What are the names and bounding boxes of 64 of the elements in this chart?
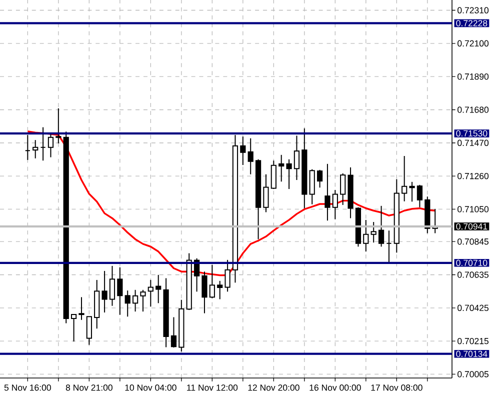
candlestick: [402, 156, 408, 202]
x-tick-label: 10 Nov 04:00: [125, 384, 176, 391]
candlestick: [217, 280, 223, 300]
candlestick: [148, 279, 154, 308]
ref-line-label: 0.70710: [456, 260, 488, 266]
candlestick: [78, 296, 84, 320]
candlestick: [124, 290, 130, 318]
candlestick: [248, 138, 254, 175]
candlestick: [48, 132, 54, 158]
y-tick-label: 0.72310: [458, 7, 489, 14]
x-tick-label: 5 Nov 16:00: [4, 384, 51, 391]
candlestick: [294, 135, 300, 180]
candlestick: [340, 172, 346, 206]
x-tick-label: 11 Nov 12:00: [187, 384, 238, 391]
candlestick: [132, 289, 138, 312]
y-tick-label: 0.71680: [458, 106, 489, 113]
candlestick: [363, 219, 369, 252]
candlestick: [117, 266, 123, 316]
y-tick-label: 0.70635: [458, 272, 488, 278]
candlestick: [40, 126, 46, 162]
candlestick: [24, 134, 30, 160]
ref-line-label: 0.70941: [456, 223, 488, 230]
candlestick: [56, 108, 62, 144]
candlestick: [202, 271, 208, 314]
candlestick: [86, 316, 92, 346]
y-tick-label: 0.71470: [458, 140, 489, 146]
candlestick: [140, 289, 146, 312]
candlestick: [409, 181, 415, 202]
y-tick-label: 0.70845: [458, 238, 488, 245]
candlestick: [386, 230, 392, 264]
candlestick: [263, 174, 269, 213]
candlestick: [240, 136, 246, 166]
candlestick: [102, 270, 108, 313]
ref-line-label: 0.72228: [456, 20, 488, 26]
ref-line-label: 0.70134: [456, 350, 488, 357]
candlestick: [309, 168, 315, 205]
x-tick-label: 8 Nov 21:00: [66, 384, 112, 391]
candlestick: [270, 160, 276, 190]
y-tick-label: 0.70215: [458, 338, 488, 344]
candlestick: [286, 158, 292, 190]
candlestick: [156, 274, 162, 304]
x-tick-label: 16 Nov 00:00: [310, 384, 361, 391]
candlestick: [324, 163, 330, 222]
y-tick-label: 0.71260: [458, 172, 489, 180]
candlestick: [332, 189, 338, 220]
y-tick-label: 0.70425: [458, 304, 488, 311]
x-tick-label: 12 Nov 20:00: [248, 384, 300, 391]
ref-line-label: 0.71530: [456, 130, 488, 137]
candlestick: [370, 222, 376, 244]
candlestick: [32, 140, 38, 159]
candlestick: [224, 259, 230, 292]
candlestick: [209, 264, 215, 299]
candlestick: [70, 314, 77, 342]
candlestick: [316, 169, 323, 188]
candlestick: [378, 205, 384, 248]
y-tick-label: 0.71050: [458, 206, 489, 212]
x-tick-label: 17 Nov 08:00: [371, 384, 422, 391]
y-tick-label: 0.72100: [458, 40, 489, 47]
candlestick: [170, 316, 177, 348]
candlestick: [278, 154, 284, 182]
candlestick: [109, 265, 116, 306]
y-tick-label: 0.70005: [458, 371, 488, 378]
y-tick-label: 0.71890: [458, 73, 489, 80]
candlestick: [416, 184, 423, 208]
